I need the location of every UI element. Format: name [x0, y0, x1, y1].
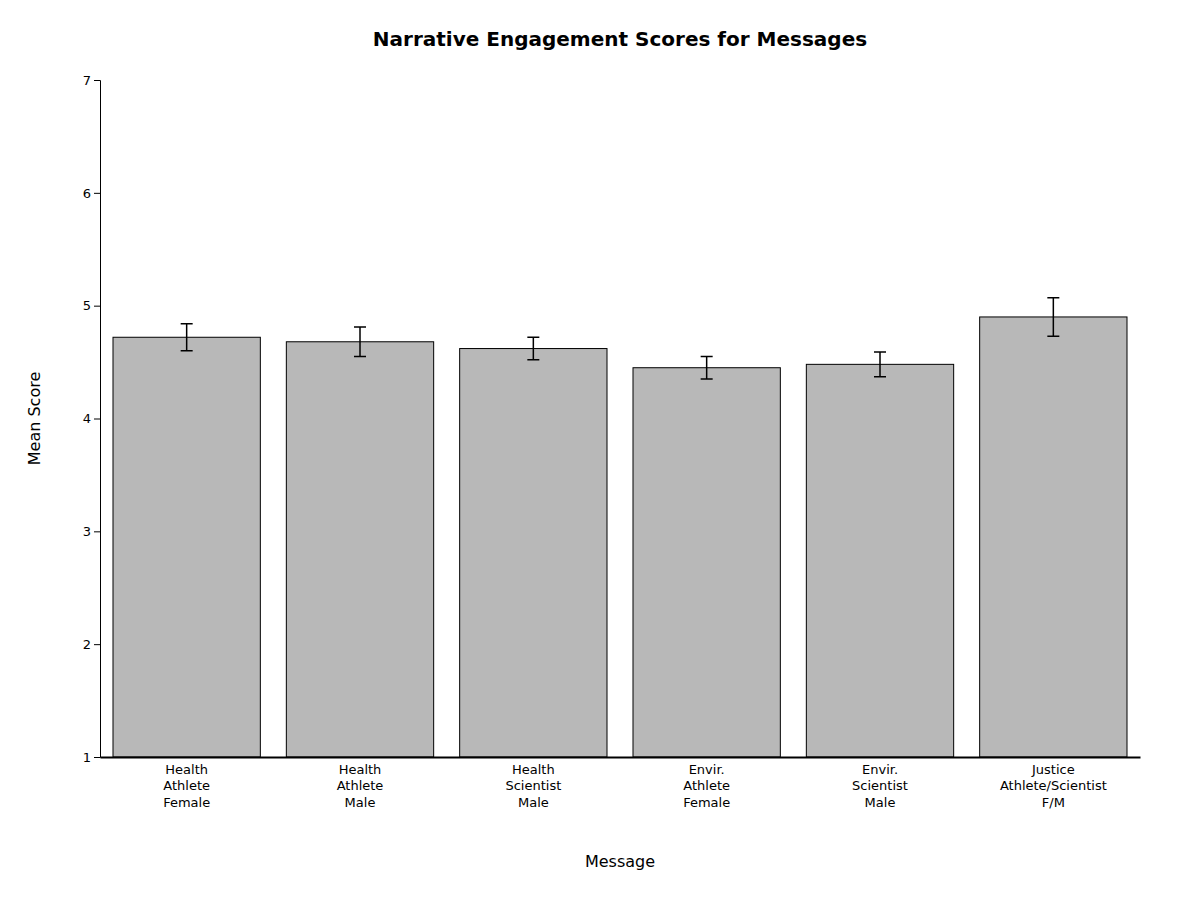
bar: [286, 342, 433, 757]
y-tick-mark: [94, 419, 100, 420]
x-tick-label-line: Health: [165, 762, 208, 777]
y-tick-label: 3: [83, 524, 91, 539]
x-tick-label-line: F/M: [1042, 795, 1065, 810]
x-tick: HealthAthlete Male: [337, 762, 384, 810]
error-bar: [701, 356, 713, 379]
x-tick-label: JusticeAthlete/Scientist F/M: [1000, 762, 1107, 810]
x-axis: HealthAthleteFemaleHealthAthleteMaleHeal…: [101, 758, 1141, 810]
y-tick: 1: [83, 750, 100, 765]
bar: [980, 317, 1127, 757]
y-tick-mark: [94, 193, 100, 194]
x-tick-label-line: Justice: [1031, 762, 1075, 777]
y-tick-label: 2: [83, 637, 91, 652]
x-tick-label-line: Male: [518, 795, 549, 810]
bar: [806, 364, 953, 757]
x-tick-label: HealthAthlete Female: [163, 762, 210, 810]
x-tick-label-line: Scientist: [852, 778, 908, 793]
error-bar: [181, 324, 193, 351]
title: Narrative Engagement Scores for Messages: [373, 27, 867, 51]
y-tick-mark: [94, 531, 100, 532]
error-bar: [354, 327, 366, 356]
x-tick-label-line: Female: [163, 795, 210, 810]
x-tick-label-line: Athlete: [337, 778, 384, 793]
bar: [113, 337, 260, 757]
x-tick-label-line: Male: [345, 795, 376, 810]
error-bar: [527, 337, 539, 360]
x-tick: JusticeAthlete/Scientist F/M: [1000, 762, 1107, 810]
chart: 1234567HealthAthleteFemaleHealthAthleteM…: [0, 0, 1180, 907]
x-tick-label: HealthScientist Male: [505, 762, 561, 810]
error-bar: [1047, 298, 1059, 336]
y-tick-mark: [94, 757, 100, 758]
x-axis-line: [101, 757, 1141, 759]
y-axis-line: [94, 81, 101, 758]
x-tick-label-line: Health: [512, 762, 555, 777]
y-tick: 7: [83, 73, 100, 88]
y-tick-mark: [94, 306, 100, 307]
x-tick-label-line: Athlete/Scientist: [1000, 778, 1107, 793]
x-tick-label-line: Health: [339, 762, 382, 777]
x-tick-label-line: Scientist: [505, 778, 561, 793]
y-tick-mark: [94, 80, 100, 81]
x-tick: Envir.Athlete Female: [683, 762, 730, 810]
y-tick-label: 6: [83, 185, 91, 200]
x-tick-label-line: Athlete: [683, 778, 730, 793]
x-axis-title: Message: [585, 852, 655, 871]
y-tick: 2: [83, 637, 100, 652]
x-tick-label-line: Envir.: [862, 762, 898, 777]
y-tick-label: 5: [83, 298, 91, 313]
marks: [113, 298, 1127, 757]
y-tick: 5: [83, 298, 100, 313]
x-tick-label: Envir.Scientist Male: [852, 762, 908, 810]
x-tick: HealthAthlete Female: [163, 762, 210, 810]
bar: [633, 368, 780, 757]
error-bar: [874, 352, 886, 377]
y-tick-label: 1: [83, 750, 91, 765]
y-axis: 1 2 3 4 5 6 7: [83, 73, 101, 765]
x-tick-label: Envir.Athlete Female: [683, 762, 730, 810]
x-tick: Envir.Scientist Male: [852, 762, 908, 810]
y-tick-mark: [94, 644, 100, 645]
bar: [460, 349, 607, 757]
plot-area: 1234567HealthAthleteFemaleHealthAthleteM…: [83, 73, 1141, 810]
x-tick-label: HealthAthlete Male: [337, 762, 384, 810]
y-tick: 3: [83, 524, 100, 539]
x-tick-label-line: Athlete: [163, 778, 210, 793]
x-tick-label-line: Male: [865, 795, 896, 810]
y-tick-label: 4: [83, 411, 91, 426]
x-tick-label-line: Envir.: [689, 762, 725, 777]
y-axis-title: Mean Score: [25, 372, 44, 466]
y-tick: 4: [83, 411, 100, 426]
x-tick-label-line: Female: [683, 795, 730, 810]
y-tick: 6: [83, 185, 100, 200]
x-tick: HealthScientist Male: [505, 762, 561, 810]
y-tick-label: 7: [83, 73, 91, 88]
